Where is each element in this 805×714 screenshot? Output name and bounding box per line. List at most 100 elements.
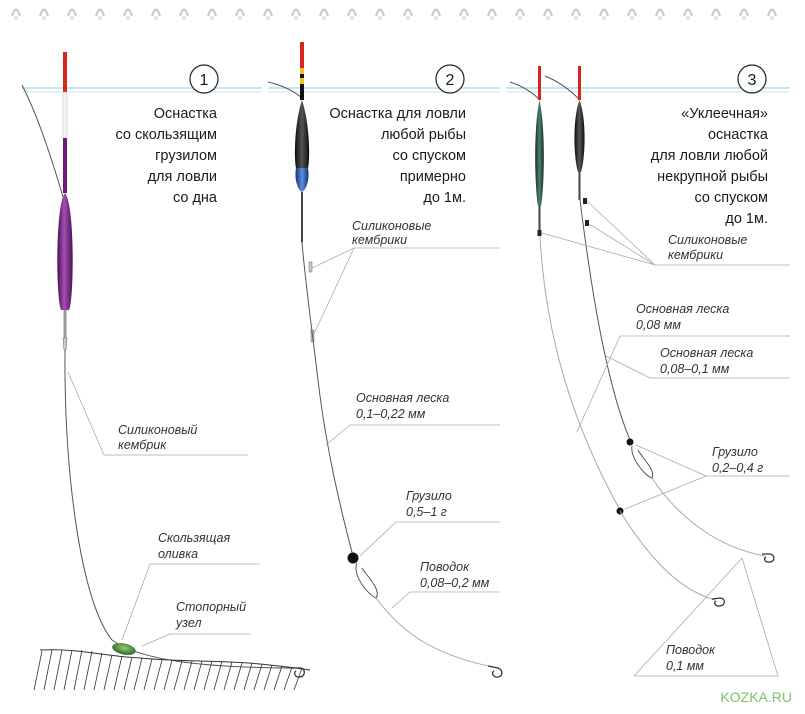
panel-2-title: Оснастка для ловли любой рыбы со спуском… <box>329 106 466 206</box>
label-povodok-2: Поводок 0,08–0,2 мм <box>420 560 490 590</box>
svg-text:Грузило: Грузило <box>712 445 758 459</box>
svg-text:для ловли: для ловли <box>148 169 217 185</box>
water-surface <box>22 87 790 93</box>
sliding-olive-sinker <box>112 643 136 655</box>
kembrik-3b <box>583 198 587 204</box>
svg-text:грузилом: грузилом <box>155 148 217 164</box>
float-3a-keel <box>538 206 541 232</box>
panel-2-number: 2 <box>435 64 465 94</box>
float-3a-antenna <box>538 66 541 100</box>
svg-text:со спуском: со спуском <box>393 148 466 164</box>
label-gruzilo-3: Грузило 0,2–0,4 г <box>712 445 763 475</box>
panel-3-title: «Уклеечная» оснастка для ловли любой нек… <box>651 106 769 227</box>
float-2-antenna-yellow <box>300 68 304 74</box>
hook-2 <box>487 665 503 678</box>
label-leska-2: Основная леска 0,1–0,22 мм <box>356 391 449 421</box>
main-line-2 <box>301 241 354 557</box>
label-povodok-3: Поводок 0,1 мм <box>666 643 716 673</box>
callout-povodok-3 <box>633 557 779 677</box>
notebook-holes <box>14 16 774 20</box>
svg-text:3: 3 <box>748 72 757 89</box>
kembrik-3c <box>585 220 589 226</box>
leader-2 <box>375 597 499 669</box>
svg-text:«Уклеечная»: «Уклеечная» <box>681 106 768 122</box>
lake-bottom <box>39 649 311 671</box>
svg-text:до 1м.: до 1м. <box>423 190 466 206</box>
float-2-antenna-black2 <box>300 84 304 100</box>
notebook-spiral <box>10 8 778 17</box>
svg-text:0,08 мм: 0,08 мм <box>636 318 681 332</box>
watermark-text: KOZKA.RU <box>720 689 792 705</box>
svg-text:Оснастка для ловли: Оснастка для ловли <box>329 106 466 122</box>
rod-line-3a <box>509 81 541 101</box>
callout-kembriki-2 <box>311 247 500 337</box>
svg-text:0,08–0,2 мм: 0,08–0,2 мм <box>420 576 490 590</box>
svg-text:1: 1 <box>200 72 209 89</box>
float-2-antenna-black <box>300 74 304 78</box>
callout-leska-2 <box>325 424 500 446</box>
kembrik-3a <box>537 230 542 236</box>
panel-3-number: 3 <box>737 64 767 94</box>
callout-kembrik-1 <box>67 371 248 456</box>
svg-text:оливка: оливка <box>158 547 198 561</box>
panel-3-rig <box>509 66 790 677</box>
float-1-antenna-purple <box>63 138 67 193</box>
label-olive: Скользящая оливка <box>158 531 230 561</box>
svg-text:Грузило: Грузило <box>406 489 452 503</box>
float-3b-keel <box>578 172 581 200</box>
label-leska-3b: Основная леска 0,08–0,1 мм <box>660 346 753 376</box>
svg-text:Скользящая: Скользящая <box>158 531 230 545</box>
panel-1-title: Оснастка со скользящим грузилом для ловл… <box>115 106 217 206</box>
svg-text:со спуском: со спуском <box>695 190 768 206</box>
label-gruzilo-2: Грузило 0,5–1 г <box>406 489 452 519</box>
svg-text:некрупной рыбы: некрупной рыбы <box>657 169 768 185</box>
float-1-keel <box>63 310 67 340</box>
svg-text:0,08–0,1 мм: 0,08–0,1 мм <box>660 362 730 376</box>
svg-text:2: 2 <box>446 72 455 89</box>
hook-3a <box>711 597 726 607</box>
leader-3a <box>619 510 716 601</box>
callout-gruzilo-2 <box>359 521 500 557</box>
svg-text:Основная леска: Основная леска <box>356 391 449 405</box>
svg-text:кембрики: кембрики <box>668 248 723 262</box>
label-knot: Стопорный узел <box>175 600 246 630</box>
bottom-hatch <box>33 649 303 691</box>
svg-text:любой рыбы: любой рыбы <box>381 127 466 143</box>
svg-text:со скользящим: со скользящим <box>115 127 217 143</box>
svg-text:оснастка: оснастка <box>708 127 769 143</box>
float-2-antenna-yellow2 <box>300 78 304 84</box>
svg-text:кембрик: кембрик <box>118 438 167 452</box>
svg-text:Основная леска: Основная леска <box>660 346 753 360</box>
svg-text:Силиконовый: Силиконовый <box>118 423 197 437</box>
label-kembriki-3: Силиконовые кембрики <box>668 233 747 262</box>
rod-line-3b <box>544 75 581 101</box>
panel-2-rig <box>267 42 503 678</box>
panel-1-rig <box>21 52 311 691</box>
svg-text:Силиконовые: Силиконовые <box>352 219 431 233</box>
svg-text:для ловли любой: для ловли любой <box>651 148 768 164</box>
svg-text:Стопорный: Стопорный <box>176 600 246 614</box>
float-3b-body <box>574 100 585 172</box>
sinker-2 <box>347 552 359 564</box>
kembrik-1 <box>62 337 68 351</box>
hook-3b <box>762 553 775 563</box>
sinker-3b <box>626 438 634 446</box>
callout-povodok-2 <box>391 591 500 609</box>
leader-3b <box>651 477 766 557</box>
float-2-keel <box>301 192 303 242</box>
svg-text:Силиконовые: Силиконовые <box>668 233 747 247</box>
float-3b-antenna <box>578 66 581 100</box>
svg-text:Поводок: Поводок <box>420 560 470 574</box>
float-2-body-bottom <box>295 168 309 192</box>
main-line-3b <box>579 199 631 441</box>
callout-leska-3b <box>605 355 790 379</box>
panel-1-number: 1 <box>189 64 219 94</box>
float-1-antenna <box>63 52 67 92</box>
float-1-antenna-white <box>62 91 68 139</box>
rod-line-2 <box>267 81 305 101</box>
label-leska-3a: Основная леска 0,08 мм <box>636 302 729 332</box>
main-line-1 <box>64 349 301 669</box>
callout-knot <box>141 633 250 647</box>
